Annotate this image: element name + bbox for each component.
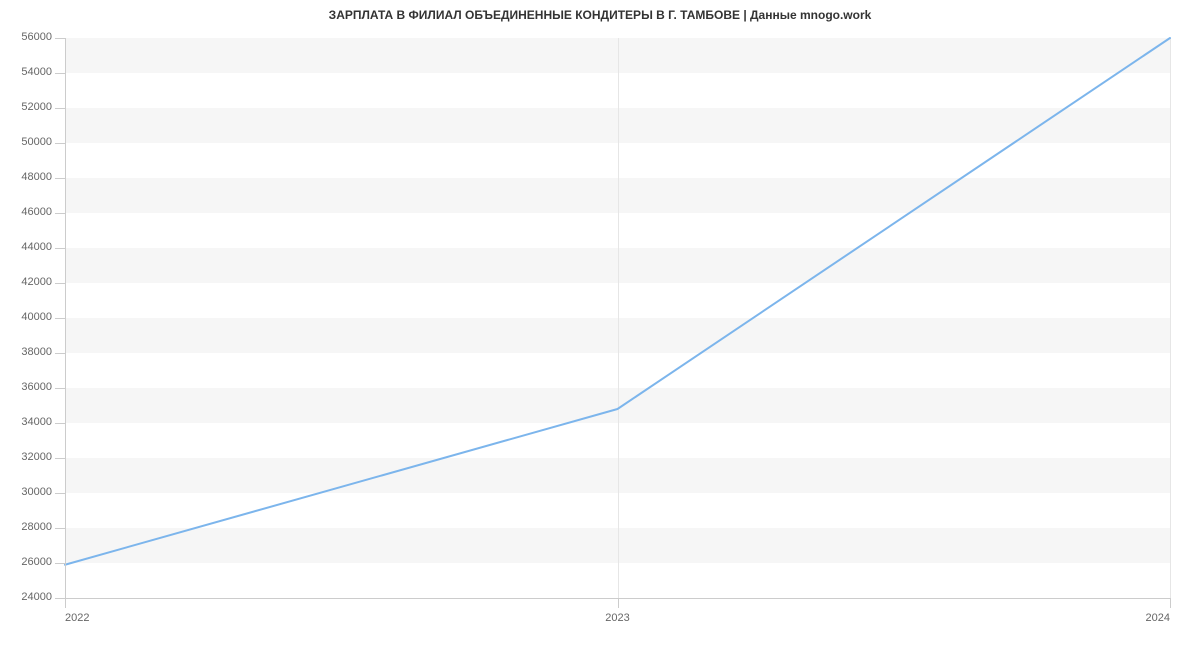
y-tick-mark (55, 423, 65, 424)
y-tick-label: 46000 (21, 206, 52, 218)
y-tick-mark (55, 73, 65, 74)
y-tick-mark (55, 318, 65, 319)
y-axis-line (65, 38, 66, 598)
y-tick-mark (55, 528, 65, 529)
y-tick-label: 28000 (21, 521, 52, 533)
y-tick-label: 42000 (21, 276, 52, 288)
x-tick-mark (1170, 598, 1171, 608)
y-tick-label: 52000 (21, 101, 52, 113)
y-tick-label: 36000 (21, 381, 52, 393)
salary-line-chart: ЗАРПЛАТА В ФИЛИАЛ ОБЪЕДИНЕННЫЕ КОНДИТЕРЫ… (0, 0, 1200, 650)
x-axis-line (65, 598, 1170, 599)
y-tick-label: 30000 (21, 486, 52, 498)
y-tick-label: 24000 (21, 591, 52, 603)
y-tick-label: 40000 (21, 311, 52, 323)
y-tick-label: 26000 (21, 556, 52, 568)
y-tick-mark (55, 598, 65, 599)
y-tick-label: 32000 (21, 451, 52, 463)
y-tick-label: 56000 (21, 31, 52, 43)
x-tick-label: 2022 (65, 612, 125, 624)
y-tick-mark (55, 388, 65, 389)
y-tick-label: 34000 (21, 416, 52, 428)
y-tick-mark (55, 178, 65, 179)
y-tick-mark (55, 143, 65, 144)
y-tick-mark (55, 283, 65, 284)
y-tick-mark (55, 458, 65, 459)
y-tick-mark (55, 38, 65, 39)
y-tick-mark (55, 213, 65, 214)
y-tick-label: 44000 (21, 241, 52, 253)
chart-title: ЗАРПЛАТА В ФИЛИАЛ ОБЪЕДИНЕННЫЕ КОНДИТЕРЫ… (0, 8, 1200, 22)
y-tick-label: 50000 (21, 136, 52, 148)
x-tick-mark (618, 598, 619, 608)
y-tick-label: 54000 (21, 66, 52, 78)
y-tick-mark (55, 108, 65, 109)
y-tick-label: 38000 (21, 346, 52, 358)
series-line-salary (65, 38, 1170, 565)
x-tick-label: 2024 (1110, 612, 1170, 624)
plot-area (65, 38, 1170, 598)
y-tick-mark (55, 493, 65, 494)
y-tick-mark (55, 563, 65, 564)
x-tick-mark (65, 598, 66, 608)
line-layer (65, 38, 1170, 598)
x-gridline (1170, 38, 1171, 598)
y-tick-label: 48000 (21, 171, 52, 183)
x-tick-label: 2023 (588, 612, 648, 624)
y-tick-mark (55, 353, 65, 354)
y-tick-mark (55, 248, 65, 249)
